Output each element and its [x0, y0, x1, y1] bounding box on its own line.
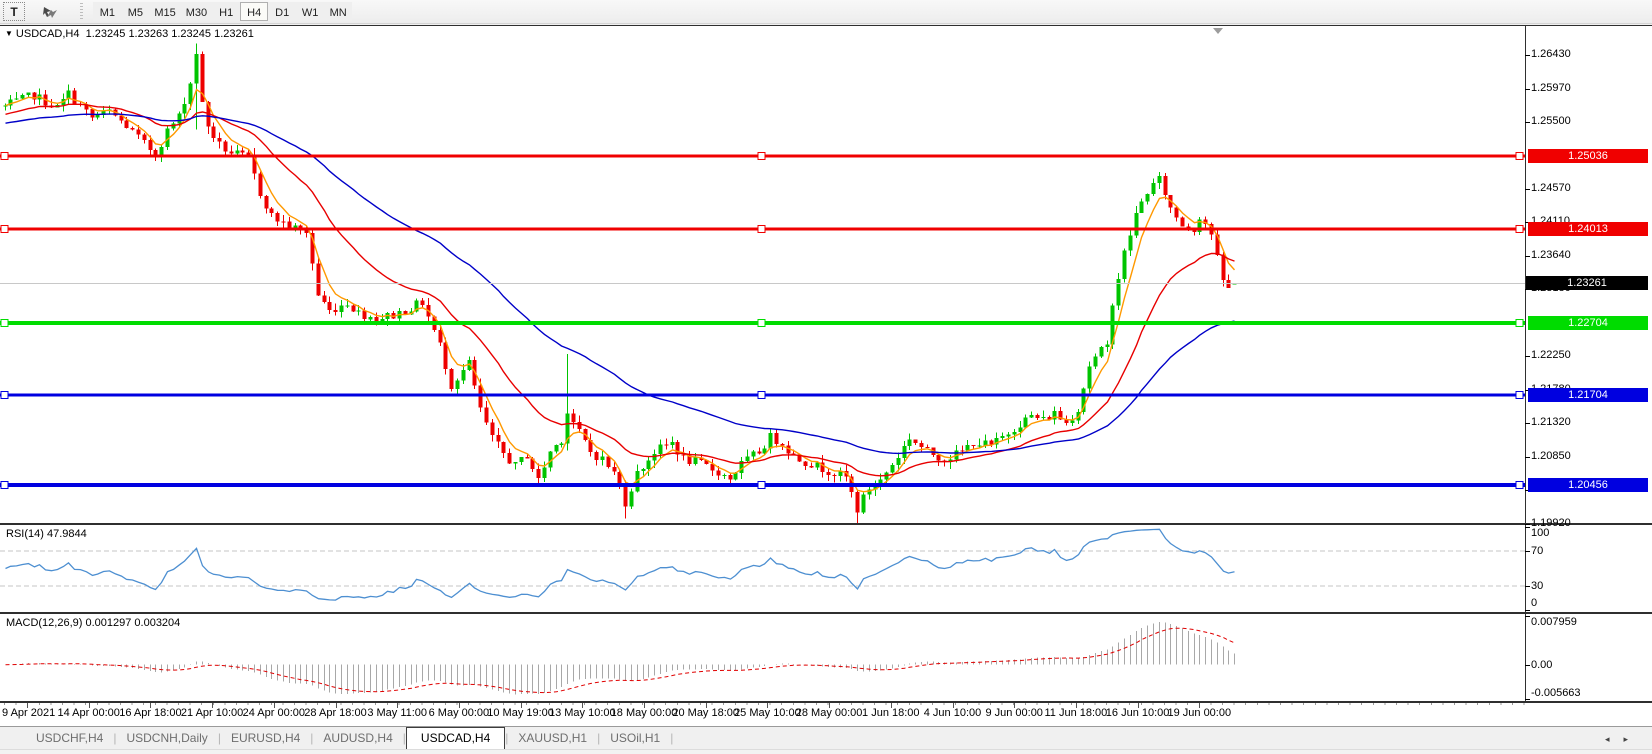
price-tick-label: 1.25500	[1531, 115, 1571, 127]
time-axis-label: 6 May 00:00	[428, 707, 490, 719]
macd-signal-line	[5, 627, 1235, 694]
time-axis-label: 20 May 18:00	[672, 707, 740, 719]
tab-separator: |	[402, 731, 406, 745]
status-strip	[0, 749, 1652, 754]
price-tick-label: 1.26430	[1531, 48, 1571, 60]
text-tool-button[interactable]: T	[3, 2, 25, 21]
ma-fast-line	[5, 88, 1236, 493]
timeframe-button-h4[interactable]: H4	[240, 2, 269, 21]
price-tick-label: 1.23640	[1531, 249, 1571, 261]
time-axis-label: 19 Jun 00:00	[1167, 707, 1232, 719]
tab-scroll-left-icon[interactable]: ◂	[1604, 734, 1624, 744]
time-axis-label: 10 May 19:00	[487, 707, 554, 719]
horizontal-level-lines	[0, 152, 1525, 489]
tab-separator: |	[310, 731, 314, 745]
axis-ticks	[4, 55, 1530, 708]
cursor-arrows-icon	[43, 7, 58, 19]
rsi-line	[5, 528, 1235, 601]
time-axis-label: 25 May 10:00	[734, 707, 801, 719]
timeframe-button-group: M1 M5 M15 M30 H1 H4 D1 W1 MN	[93, 0, 353, 21]
timeframe-button-mn[interactable]: MN	[324, 2, 353, 21]
tab-separator: |	[217, 731, 221, 745]
toolbar-grip[interactable]	[79, 3, 83, 20]
tab-separator: |	[113, 731, 117, 745]
current-price-badge: 1.23261	[1526, 276, 1648, 290]
time-axis-label: 28 Apr 18:00	[304, 707, 367, 719]
macd-label: MACD(12,26,9) 0.001297 0.003204	[6, 617, 181, 629]
rsi-tick-label: 70	[1531, 545, 1544, 557]
symbol-dropdown-icon[interactable]: ▼	[5, 29, 13, 38]
level-price-badge: 1.21704	[1528, 388, 1648, 402]
price-tick-label: 1.20850	[1531, 450, 1571, 462]
time-axis-label: 4 Jun 10:00	[923, 707, 982, 719]
symbol-tab-usdcnh[interactable]: USDCNH,Daily	[126, 731, 208, 745]
rsi-pane	[0, 528, 1525, 601]
symbol-tab-usdchf[interactable]: USDCHF,H4	[36, 731, 104, 745]
ma-slow-line	[5, 113, 1235, 455]
symbol-tab-bar: USDCHF,H4 | USDCNH,Daily | EURUSD,H4 | AUDUSD,…	[0, 726, 1652, 750]
arrow-objects-dropdown-button[interactable]: ▾	[33, 2, 67, 35]
tab-scroll-arrows: ◂▸	[1605, 734, 1642, 745]
time-axis-label: 3 May 11:00	[367, 707, 428, 719]
time-axis-label: 24 Apr 00:00	[242, 707, 305, 719]
timeframe-button-m30[interactable]: M30	[180, 2, 213, 21]
symbol-tab-usoil[interactable]: USOil,H1	[610, 731, 661, 745]
chart-ohlc: 1.23245 1.23263 1.23245 1.23261	[85, 28, 254, 40]
time-axis-label: 9 Jun 00:00	[985, 707, 1043, 719]
time-axis-label: 13 May 10:00	[548, 707, 616, 719]
macd-tick-label: -0.005663	[1531, 687, 1581, 699]
symbol-tab-eurusd[interactable]: EURUSD,H4	[230, 731, 301, 745]
timeframe-button-w1[interactable]: W1	[296, 2, 325, 21]
level-price-badge: 1.22704	[1528, 316, 1648, 330]
level-price-badge: 1.25036	[1528, 149, 1648, 163]
time-axis-label: 21 Apr 10:00	[180, 707, 244, 719]
chart-symbol: USDCAD,H4	[15, 28, 80, 40]
macd-tick-label: 0.007959	[1531, 616, 1577, 628]
time-axis-label: 14 Apr 00:00	[57, 707, 120, 719]
chart-window: ▼ USDCAD,H4 1.23245 1.23263 1.23245 1.232…	[0, 25, 1652, 726]
macd-tick-label: 0.00	[1531, 659, 1553, 671]
price-tick-label: 1.22250	[1531, 349, 1571, 361]
time-axis-label: 16 Apr 18:00	[119, 707, 182, 719]
symbol-tab-audusd[interactable]: AUDUSD,H4	[323, 731, 393, 745]
chart-plot[interactable]	[0, 25, 1652, 726]
pane-frame	[0, 25, 1652, 703]
tab-separator: |	[670, 731, 674, 745]
chart-title: ▼ USDCAD,H4 1.23245 1.23263 1.23245 1.232…	[5, 28, 254, 40]
tab-separator: |	[505, 731, 509, 745]
timeframe-button-m1[interactable]: M1	[93, 2, 122, 21]
time-axis-label: 11 Jun 18:00	[1044, 707, 1108, 719]
tab-separator: |	[597, 731, 601, 745]
time-axis-label: 9 Apr 2021	[2, 707, 56, 719]
rsi-label: RSI(14) 47.9844	[6, 528, 87, 540]
rsi-tick-label: 30	[1531, 580, 1544, 592]
macd-pane	[5, 622, 1235, 695]
symbol-tabs: USDCHF,H4 | USDCNH,Daily | EURUSD,H4 | AUDUSD,…	[26, 727, 674, 750]
time-axis-label: 28 May 00:00	[795, 707, 863, 719]
timeframe-button-m5[interactable]: M5	[121, 2, 150, 21]
price-tick-label: 1.19920	[1531, 517, 1571, 529]
ma-medium-line	[5, 103, 1235, 477]
chart-shift-marker-icon	[1213, 28, 1223, 34]
symbol-tab-xauusd[interactable]: XAUUSD,H1	[518, 731, 588, 745]
main-price-pane	[0, 43, 1525, 523]
price-tick-label: 1.24570	[1531, 182, 1571, 194]
level-price-badge: 1.20456	[1528, 478, 1648, 492]
time-axis-label: 18 May 00:00	[610, 707, 678, 719]
price-tick-label: 1.25970	[1531, 82, 1571, 94]
time-axis-label: 1 Jun 18:00	[862, 707, 920, 719]
timeframe-button-h1[interactable]: H1	[212, 2, 241, 21]
price-tick-label: 1.21320	[1531, 416, 1571, 428]
timeframe-button-d1[interactable]: D1	[268, 2, 297, 21]
macd-histogram	[10, 622, 1235, 695]
time-axis-label: 16 Jun 10:00	[1105, 707, 1170, 719]
rsi-tick-label: 0	[1531, 597, 1538, 609]
rsi-tick-label: 100	[1531, 527, 1550, 539]
timeframe-button-m15[interactable]: M15	[149, 2, 181, 21]
level-price-badge: 1.24013	[1528, 222, 1648, 236]
tab-scroll-right-icon[interactable]: ▸	[1623, 734, 1642, 744]
symbol-tab-usdcad[interactable]: USDCAD,H4	[405, 727, 506, 750]
